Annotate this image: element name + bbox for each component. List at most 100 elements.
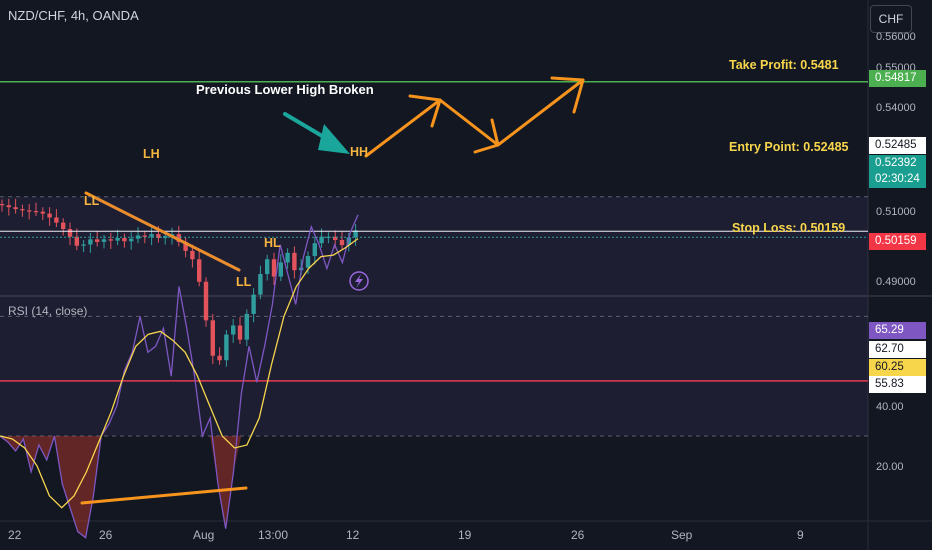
- rsi-pane: [0, 196, 868, 539]
- stop-loss-price-tag: 0.50159: [869, 233, 926, 250]
- ll-label-1: LL: [84, 194, 100, 208]
- trend-line-lower-lows: [84, 191, 241, 272]
- candle-body: [0, 203, 5, 206]
- projection-arrowhead: [550, 76, 585, 114]
- candle-body: [231, 325, 236, 335]
- candle-body: [251, 294, 256, 314]
- candle-body: [27, 210, 32, 212]
- candle-body: [190, 250, 195, 260]
- candle-body: [244, 313, 249, 340]
- lightning-icon: [355, 274, 363, 288]
- candle-body: [353, 230, 358, 238]
- candle-body: [47, 213, 52, 218]
- time-tick: 9: [797, 528, 804, 542]
- rsi-title[interactable]: RSI (14, close): [8, 304, 88, 318]
- candle-body: [61, 222, 66, 230]
- candle-body: [20, 209, 25, 211]
- rsi-ma-tag: 60.25: [869, 359, 926, 376]
- candle-body: [142, 235, 147, 237]
- annotation-drawings: [84, 76, 585, 291]
- candle-body: [278, 262, 283, 277]
- rsi-value-tag: 65.29: [869, 322, 926, 339]
- candle-body: [54, 217, 59, 223]
- rsi-ma-line: [0, 238, 359, 509]
- candle-body: [333, 236, 338, 240]
- candle-body: [6, 205, 11, 208]
- candle-body: [292, 252, 297, 271]
- candle-body: [156, 234, 161, 239]
- candle-body: [149, 234, 154, 237]
- candle-body: [312, 243, 317, 257]
- candle-body: [346, 237, 351, 246]
- take-profit-label: Take Profit: 0.5481: [729, 58, 839, 72]
- candle-body: [271, 259, 277, 277]
- candle-body: [95, 239, 100, 242]
- candle-body: [115, 238, 120, 241]
- ll-label-2: LL: [236, 275, 252, 289]
- candle-body: [285, 252, 290, 263]
- symbol-title[interactable]: NZD/CHF, 4h, OANDA: [8, 8, 139, 23]
- time-tick: 26: [99, 528, 113, 542]
- candle-body: [13, 207, 18, 210]
- stop-loss-label: Stop Loss: 0.50159: [732, 221, 846, 235]
- projection-arrowhead: [408, 94, 442, 128]
- candle-body: [183, 241, 188, 251]
- candle-body: [81, 244, 86, 246]
- countdown-tag: 02:30:24: [869, 171, 926, 188]
- time-tick: 26: [571, 528, 585, 542]
- candle-body: [339, 239, 345, 246]
- entry-point-label: Entry Point: 0.52485: [729, 140, 849, 154]
- candle-body: [67, 229, 73, 237]
- rsi-lower-tag: 55.83: [869, 376, 926, 393]
- candle-body: [33, 211, 39, 213]
- rsi-divergence-line: [80, 486, 248, 505]
- candle-body: [122, 238, 127, 242]
- price-tick: 0.54000: [876, 102, 916, 114]
- time-tick: Sep: [671, 528, 693, 542]
- candle-body: [101, 239, 107, 242]
- breakout-arrow-head: [318, 124, 350, 154]
- time-tick: 13:00: [258, 528, 289, 542]
- current-price-tag: 0.52392: [869, 155, 926, 172]
- projection-path: [364, 78, 585, 158]
- candle-body: [319, 236, 324, 244]
- candle-body: [88, 239, 93, 245]
- time-tick: 12: [346, 528, 360, 542]
- candle-body: [224, 334, 229, 361]
- candle-body: [305, 256, 311, 268]
- lightning-icon: [349, 271, 369, 291]
- projection-arrowhead: [473, 118, 500, 154]
- lh-label: LH: [143, 147, 160, 161]
- currency-button[interactable]: CHF: [870, 5, 912, 33]
- candle-body: [237, 325, 243, 340]
- price-tick: 0.49000: [876, 276, 916, 288]
- previous-lower-high-note: Previous Lower High Broken: [196, 82, 374, 97]
- rsi-oversold-fill: [0, 436, 358, 538]
- time-tick: 19: [458, 528, 472, 542]
- level-lines: [0, 81, 868, 382]
- hh-label: HH: [350, 145, 369, 159]
- time-tick: Aug: [193, 528, 215, 542]
- take-profit-price-tag: 0.54817: [869, 70, 926, 87]
- price-tick: 0.51000: [876, 206, 916, 218]
- candle-body: [210, 320, 215, 356]
- price-tick: 0.56000: [876, 31, 916, 43]
- candle-body: [197, 259, 202, 282]
- candle-body: [217, 355, 222, 361]
- rsi-tick: 40.00: [876, 401, 904, 413]
- rsi-line: [0, 214, 359, 539]
- rsi-tick: 20.00: [876, 461, 904, 473]
- hl-label: HL: [264, 236, 281, 250]
- rsi-upper-tag: 62.70: [869, 341, 926, 358]
- candle-body: [40, 211, 45, 214]
- candle-body: [129, 238, 134, 242]
- candle-body: [265, 259, 270, 275]
- candle-body: [108, 239, 113, 241]
- candle-body: [74, 236, 79, 246]
- entry-price-tag: 0.52485: [869, 137, 926, 154]
- candle-body: [258, 274, 263, 295]
- candle-body: [203, 281, 209, 321]
- time-tick: 22: [8, 528, 22, 542]
